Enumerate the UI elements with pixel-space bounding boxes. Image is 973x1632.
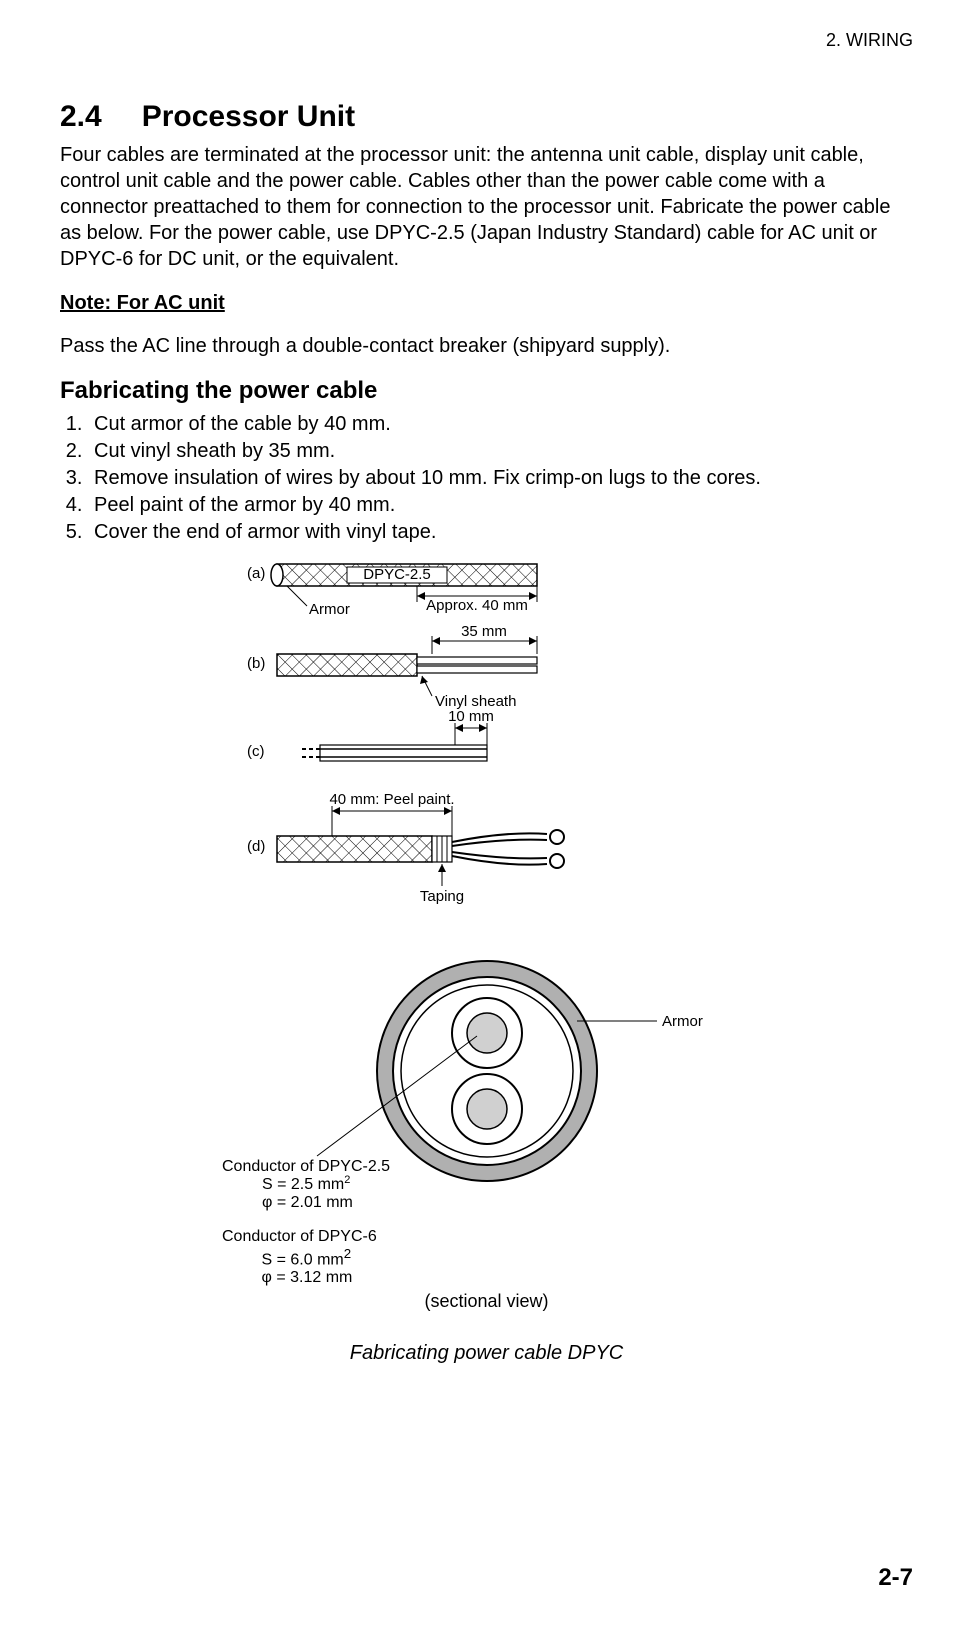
list-item: Remove insulation of wires by about 10 m… bbox=[88, 465, 913, 492]
intro-paragraph: Four cables are terminated at the proces… bbox=[60, 142, 913, 272]
cable-steps-svg: (a) DPYC-2.5 Armor bbox=[207, 556, 767, 936]
subheading: Fabricating the power cable bbox=[60, 377, 913, 405]
len35-label: 35 mm bbox=[461, 623, 507, 640]
steps-list: Cut armor of the cable by 40 mm. Cut vin… bbox=[60, 411, 913, 546]
chapter-header: 2. WIRING bbox=[826, 30, 913, 51]
armor-label-a: Armor bbox=[309, 601, 350, 618]
note-heading: Note: For AC unit bbox=[60, 292, 913, 315]
fabrication-diagram: (a) DPYC-2.5 Armor bbox=[207, 556, 767, 1365]
section-number: 2.4 bbox=[60, 100, 102, 134]
label-c: (c) bbox=[247, 743, 265, 760]
armor-label-cross: Armor bbox=[662, 1013, 703, 1030]
taping-label: Taping bbox=[419, 888, 463, 905]
cond6-phi: φ = 3.12 mm bbox=[262, 1269, 767, 1287]
sectional-view-label: (sectional view) bbox=[207, 1291, 767, 1312]
page-number: 2-7 bbox=[878, 1564, 913, 1592]
cross-section-svg: Armor Conductor of DPYC-2.5 S = 2.5 mm2 … bbox=[207, 941, 767, 1251]
cond6-title: Conductor of DPYC-6 bbox=[222, 1228, 377, 1245]
len10-label: 10 mm bbox=[448, 708, 494, 725]
cond25-title: Conductor of DPYC-2.5 bbox=[222, 1158, 390, 1175]
list-item: Cut vinyl sheath by 35 mm. bbox=[88, 438, 913, 465]
peel-label: 40 mm: Peel paint. bbox=[329, 791, 454, 808]
section-title: Processor Unit bbox=[142, 100, 355, 133]
cable-type-label: DPYC-2.5 bbox=[363, 566, 431, 583]
label-d: (d) bbox=[247, 838, 265, 855]
cond25-s: S = 2.5 mm2 bbox=[262, 1174, 350, 1193]
approx40-label: Approx. 40 mm bbox=[426, 597, 528, 614]
section-heading: 2.4 Processor Unit bbox=[60, 100, 913, 134]
label-a: (a) bbox=[247, 565, 265, 582]
note-text: Pass the AC line through a double-contac… bbox=[60, 333, 913, 359]
list-item: Cover the end of armor with vinyl tape. bbox=[88, 519, 913, 546]
label-b: (b) bbox=[247, 655, 265, 672]
cond25-phi: φ = 2.01 mm bbox=[262, 1194, 353, 1211]
figure-caption: Fabricating power cable DPYC bbox=[207, 1342, 767, 1365]
list-item: Peel paint of the armor by 40 mm. bbox=[88, 492, 913, 519]
list-item: Cut armor of the cable by 40 mm. bbox=[88, 411, 913, 438]
